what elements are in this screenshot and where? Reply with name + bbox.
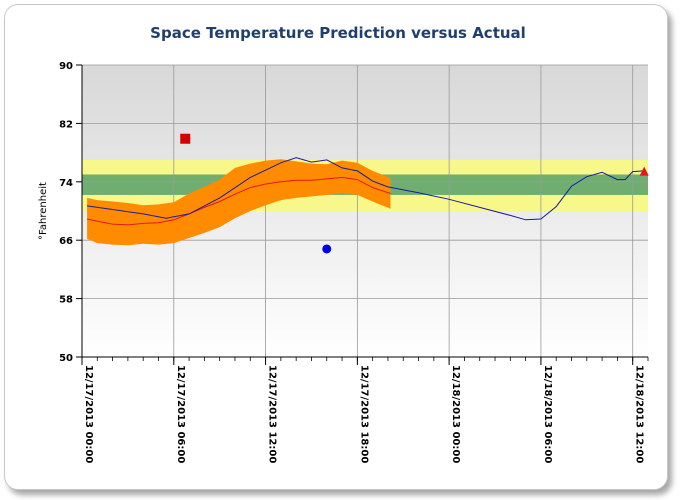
x-tick-label: 12/17/2013 12:00 — [267, 365, 278, 463]
x-tick-label: 12/17/2013 18:00 — [358, 365, 369, 463]
triangle-marker — [639, 166, 649, 176]
x-tick-label: 12/18/2013 06:00 — [542, 365, 553, 463]
x-tick-label: 12/18/2013 00:00 — [450, 365, 461, 463]
y-axis-label: °Fahrenheit — [38, 182, 49, 240]
y-tick-label: 90 — [59, 61, 73, 72]
square-marker — [180, 133, 191, 144]
axes: 50 58 66 74 82 90 12/17/2013 00:00 12/17/2013 0… — [59, 61, 649, 463]
markers — [180, 133, 649, 254]
x-tick-label: 12/17/2013 06:00 — [175, 365, 186, 463]
prediction-range-area — [87, 159, 391, 246]
chart-title: Space Temperature Prediction versus Actu… — [150, 24, 526, 42]
predicted-temperature-line — [86, 176, 391, 226]
y-tick-label: 74 — [59, 178, 73, 189]
y-tick-label: 66 — [59, 236, 73, 247]
circle-marker — [322, 244, 332, 254]
y-tick-label: 82 — [59, 119, 73, 130]
series-lines — [86, 157, 643, 226]
x-tick-label: 12/17/2013 00:00 — [83, 365, 94, 463]
actual-temperature-line — [87, 157, 643, 221]
x-tick-label: 12/18/2013 12:00 — [634, 365, 645, 463]
prediction-range — [87, 159, 391, 246]
y-tick-label: 50 — [59, 353, 73, 364]
y-tick-label: 58 — [59, 295, 73, 306]
